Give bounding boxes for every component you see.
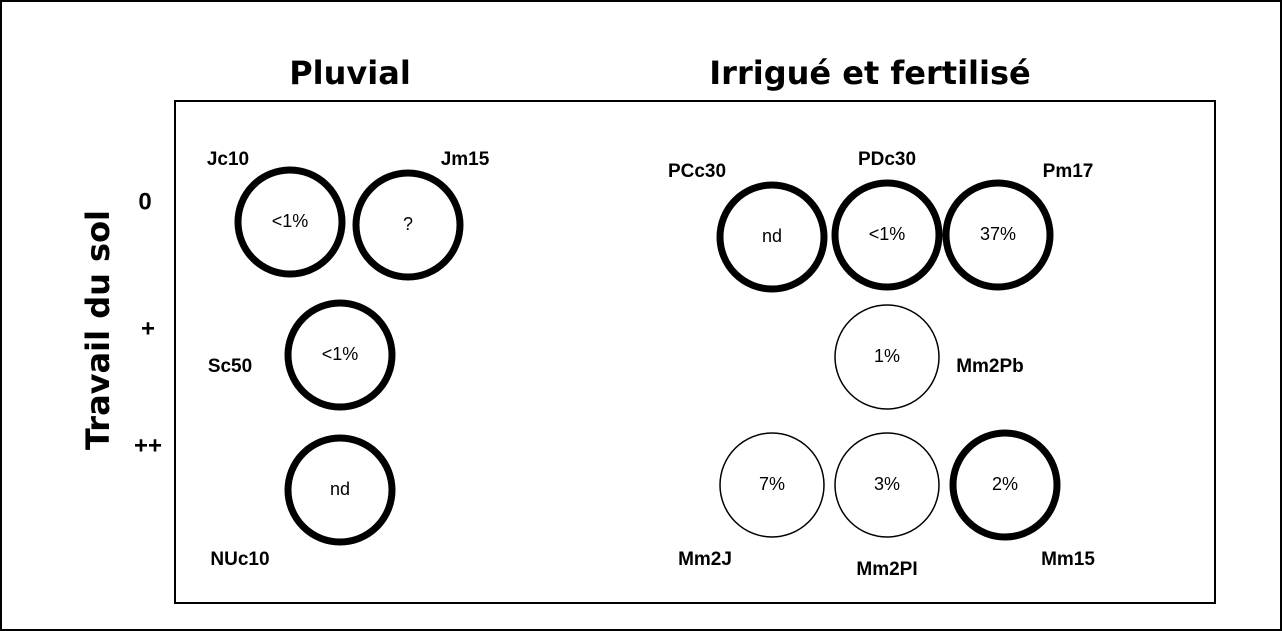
node-label: Jc10 xyxy=(207,149,249,170)
node-circle xyxy=(716,181,828,293)
node-circle xyxy=(284,434,396,546)
node-label: PCc30 xyxy=(668,161,726,182)
node-circle xyxy=(834,304,940,410)
node-circle xyxy=(942,179,1054,291)
node-circle xyxy=(352,169,464,281)
node-circle xyxy=(831,179,943,291)
row-label: + xyxy=(141,315,155,342)
node-value: 1% xyxy=(874,346,900,366)
node-label: Mm15 xyxy=(1041,549,1095,570)
node-value: nd xyxy=(330,479,350,499)
node-circle xyxy=(834,432,940,538)
column-title: Irrigué et fertilisé xyxy=(709,54,1030,92)
node-value: 2% xyxy=(992,474,1018,494)
node-circle xyxy=(284,299,396,411)
node-value: 37% xyxy=(980,224,1016,244)
node-value: nd xyxy=(762,226,782,246)
node-label: Jm15 xyxy=(441,149,490,170)
node-value: <1% xyxy=(869,224,906,244)
node-label: Sc50 xyxy=(208,356,252,377)
axis-title: Travail du sol xyxy=(79,210,117,450)
node-value: 7% xyxy=(759,474,785,494)
node-label: Mm2Pb xyxy=(956,356,1024,377)
row-label: 0 xyxy=(138,188,151,215)
node-circle xyxy=(234,166,346,278)
panel xyxy=(174,100,1216,604)
node-value: <1% xyxy=(322,344,359,364)
node-value: ? xyxy=(403,214,413,234)
node-value: <1% xyxy=(272,211,309,231)
node-label: Pm17 xyxy=(1043,161,1094,182)
node-label: Mm2PI xyxy=(856,559,917,580)
node-circle xyxy=(719,432,825,538)
node-label: NUc10 xyxy=(210,549,269,570)
node-label: Mm2J xyxy=(678,549,732,570)
column-title: Pluvial xyxy=(289,54,411,92)
row-label: ++ xyxy=(134,432,162,459)
node-circle xyxy=(949,429,1061,541)
node-label: PDc30 xyxy=(858,149,916,170)
node-value: 3% xyxy=(874,474,900,494)
